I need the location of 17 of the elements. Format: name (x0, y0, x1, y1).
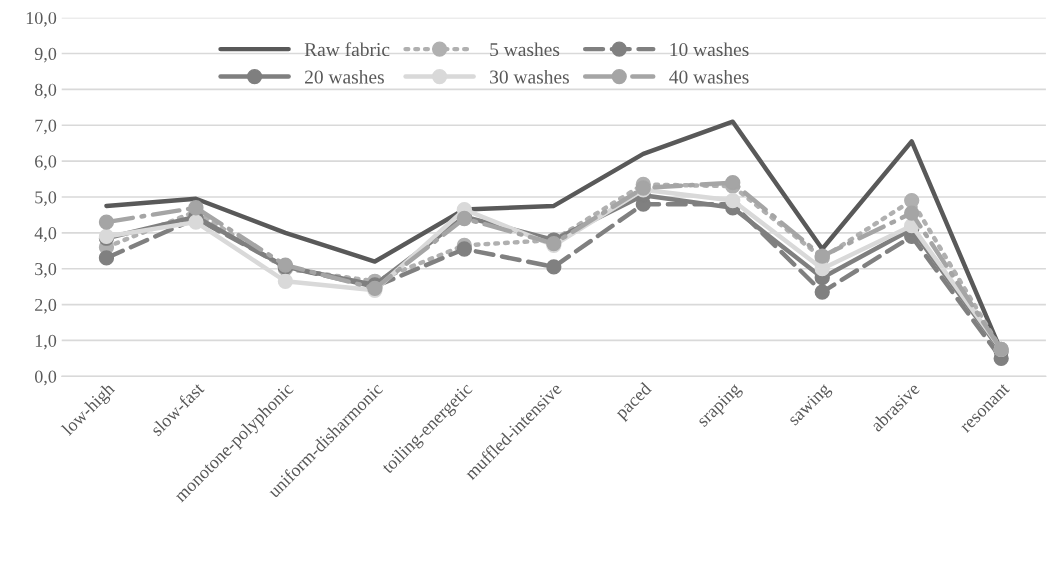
y-tick-label: 8,0 (34, 83, 57, 99)
legend-label: Raw fabric (304, 42, 390, 57)
legend-label: 20 washes (305, 69, 384, 84)
legend-label: 10 washes (670, 42, 749, 57)
y-tick-label: 0,0 (34, 370, 57, 386)
y-tick-label: 10,0 (26, 11, 57, 27)
y-tick-label: 3,0 (35, 262, 57, 278)
y-tick-label: 9,0 (34, 47, 57, 63)
y-tick-label: 4,0 (34, 227, 57, 242)
legend-label: 30 washes (490, 69, 569, 84)
y-tick-label: 6,0 (35, 155, 57, 171)
y-tick-label: 2,0 (35, 298, 57, 314)
y-tick-label: 1,0 (35, 334, 57, 350)
legend-label: 5 washes (490, 42, 560, 57)
y-tick-label: 5,0 (35, 191, 57, 207)
legend-label: 40 washes (669, 69, 749, 84)
y-tick-label: 7,0 (35, 119, 57, 135)
